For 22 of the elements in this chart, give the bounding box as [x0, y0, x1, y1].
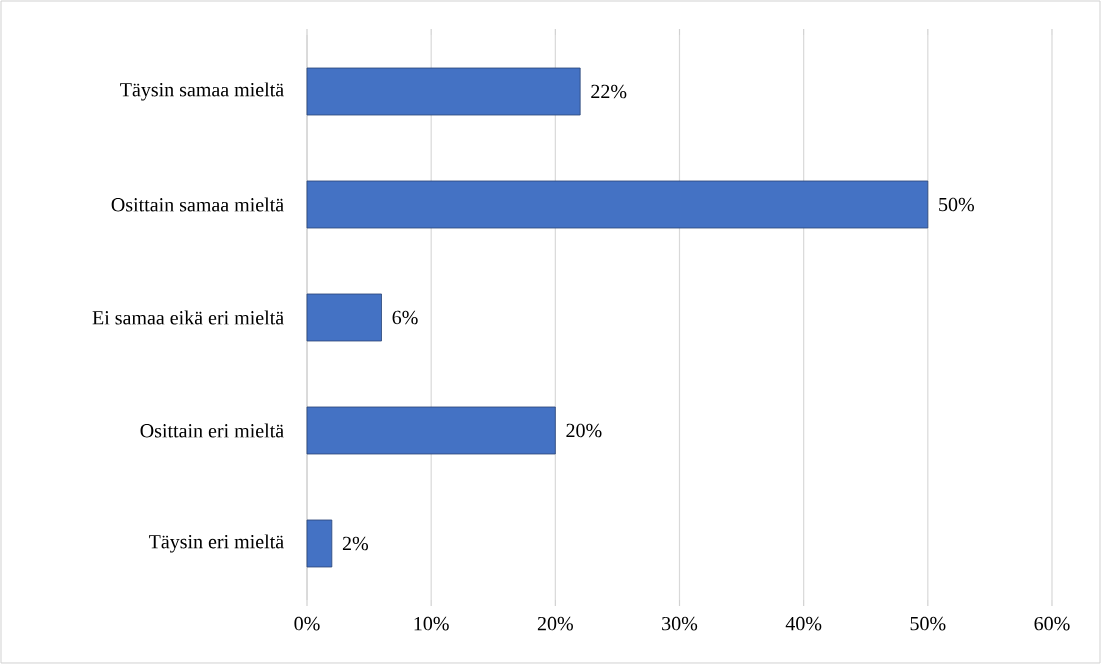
- bar: [306, 406, 556, 455]
- x-tick-label: 40%: [785, 616, 822, 631]
- x-tick-label: 10%: [414, 616, 449, 631]
- data-label: 6%: [392, 310, 418, 325]
- y-tick-label: Täysin samaa mieltä: [120, 82, 284, 101]
- x-tick-label: 0%: [294, 616, 320, 631]
- data-label: 50%: [939, 197, 975, 212]
- bar: [306, 519, 333, 568]
- data-label: 2%: [342, 536, 369, 551]
- x-tick-label: 20%: [537, 616, 573, 631]
- bar: [306, 293, 382, 342]
- y-tick-label: Osittain eri mieltä: [140, 423, 284, 438]
- data-label: 22%: [591, 84, 627, 99]
- data-label: 20%: [566, 423, 602, 438]
- x-tick-label: 60%: [1034, 616, 1070, 631]
- x-tick-label: 50%: [910, 616, 946, 631]
- x-tick-label: 30%: [662, 616, 698, 631]
- bar: [306, 180, 929, 229]
- bar: [306, 67, 581, 116]
- y-tick-label: Osittain samaa mieltä: [111, 197, 284, 212]
- y-tick-label: Täysin eri mieltä: [148, 534, 284, 553]
- y-tick-label: Ei samaa eikä eri mieltä: [92, 310, 284, 325]
